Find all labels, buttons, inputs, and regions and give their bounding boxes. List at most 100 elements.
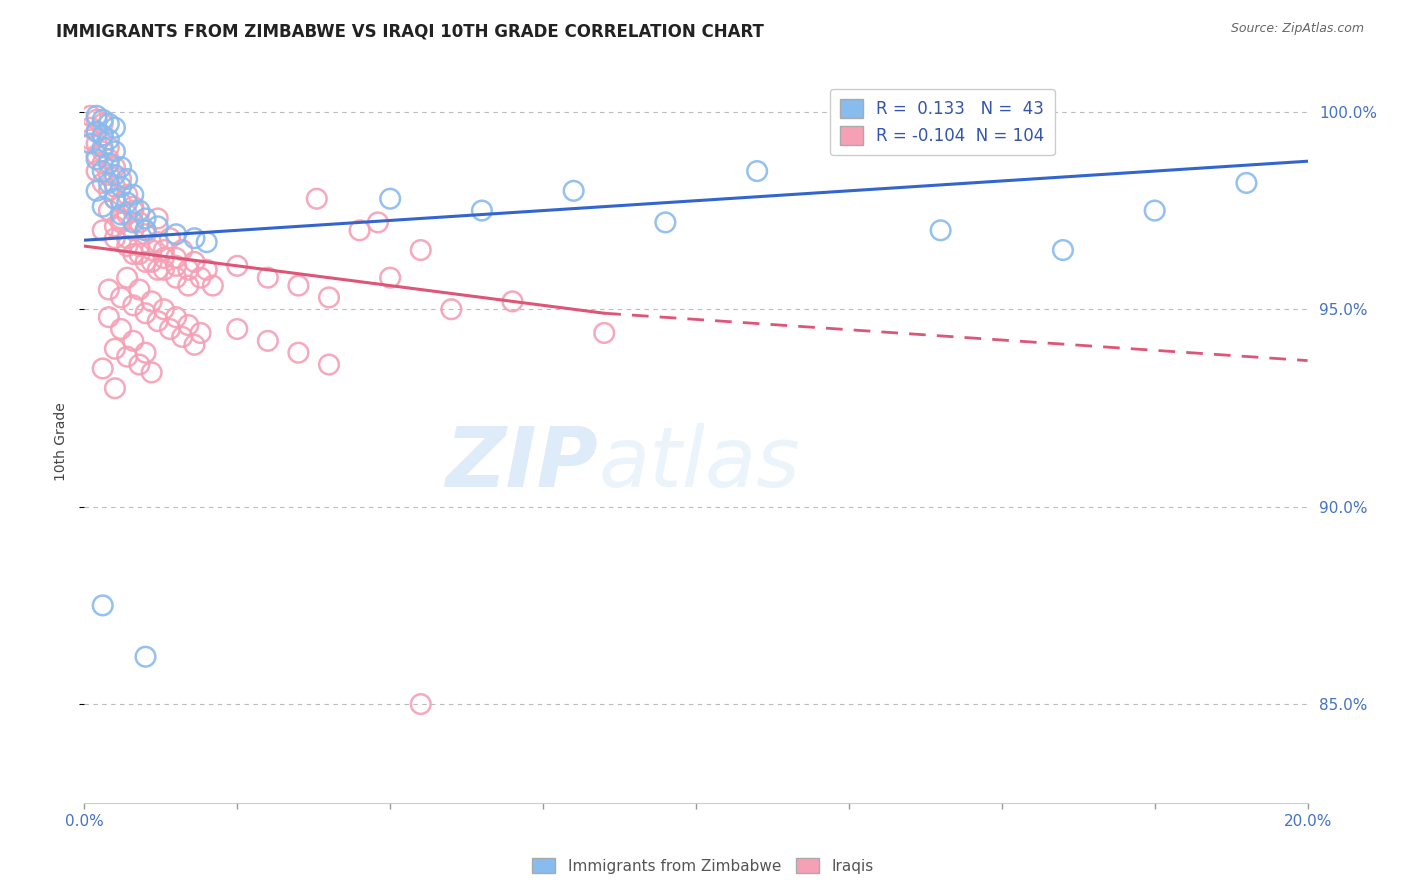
Point: [380, 270, 402, 285]
Point: [91, 145, 114, 159]
Point: [593, 326, 616, 340]
Point: [97, 156, 120, 170]
Point: [471, 203, 494, 218]
Point: [183, 231, 205, 245]
Point: [122, 223, 145, 237]
Point: [86, 148, 108, 162]
Point: [122, 247, 145, 261]
Point: [159, 231, 181, 245]
Point: [190, 326, 212, 340]
Point: [128, 358, 150, 372]
Point: [135, 649, 157, 664]
Point: [104, 381, 127, 395]
Point: [190, 270, 212, 285]
Point: [91, 128, 114, 143]
Point: [201, 278, 224, 293]
Point: [367, 215, 389, 229]
Point: [110, 215, 132, 229]
Point: [86, 136, 108, 151]
Point: [104, 192, 127, 206]
Point: [257, 270, 280, 285]
Point: [141, 255, 163, 269]
Point: [104, 160, 127, 174]
Point: [128, 203, 150, 218]
Point: [135, 255, 157, 269]
Point: [153, 243, 176, 257]
Point: [97, 140, 120, 154]
Point: [97, 184, 120, 198]
Point: [110, 290, 132, 304]
Point: [318, 290, 340, 304]
Point: [287, 278, 309, 293]
Point: [91, 200, 114, 214]
Point: [91, 117, 114, 131]
Point: [86, 112, 108, 127]
Legend: Immigrants from Zimbabwe, Iraqis: Immigrants from Zimbabwe, Iraqis: [526, 852, 880, 880]
Point: [305, 192, 328, 206]
Point: [110, 207, 132, 221]
Legend: R =  0.133   N =  43, R = -0.104  N = 104: R = 0.133 N = 43, R = -0.104 N = 104: [830, 88, 1054, 155]
Point: [91, 361, 114, 376]
Point: [318, 358, 340, 372]
Point: [747, 164, 769, 178]
Point: [122, 200, 145, 214]
Point: [1143, 203, 1166, 218]
Point: [91, 223, 114, 237]
Point: [128, 239, 150, 253]
Point: [141, 243, 163, 257]
Point: [287, 345, 309, 359]
Point: [110, 180, 132, 194]
Point: [115, 231, 138, 245]
Point: [177, 278, 200, 293]
Point: [104, 231, 127, 245]
Point: [122, 187, 145, 202]
Point: [257, 334, 280, 348]
Point: [104, 145, 127, 159]
Text: ZIP: ZIP: [446, 423, 598, 504]
Point: [146, 211, 169, 226]
Point: [654, 215, 676, 229]
Point: [110, 211, 132, 226]
Point: [409, 243, 432, 257]
Point: [135, 227, 157, 242]
Point: [91, 599, 114, 613]
Point: [91, 176, 114, 190]
Point: [1052, 243, 1074, 257]
Point: [135, 306, 157, 320]
Point: [177, 262, 200, 277]
Point: [110, 160, 132, 174]
Point: [79, 120, 101, 135]
Point: [104, 219, 127, 234]
Point: [86, 109, 108, 123]
Point: [165, 270, 187, 285]
Point: [97, 310, 120, 325]
Point: [146, 314, 169, 328]
Point: [79, 136, 101, 151]
Point: [91, 128, 114, 143]
Point: [97, 153, 120, 167]
Point: [135, 211, 157, 226]
Point: [97, 283, 120, 297]
Point: [409, 697, 432, 711]
Point: [104, 168, 127, 182]
Point: [183, 255, 205, 269]
Point: [226, 322, 249, 336]
Text: atlas: atlas: [598, 423, 800, 504]
Point: [97, 117, 120, 131]
Point: [110, 322, 132, 336]
Point: [91, 156, 114, 170]
Point: [349, 223, 371, 237]
Point: [97, 203, 120, 218]
Point: [115, 270, 138, 285]
Point: [195, 262, 218, 277]
Point: [86, 164, 108, 178]
Point: [91, 164, 114, 178]
Point: [104, 342, 127, 356]
Point: [165, 227, 187, 242]
Point: [122, 334, 145, 348]
Point: [115, 239, 138, 253]
Point: [153, 262, 176, 277]
Point: [115, 195, 138, 210]
Point: [502, 294, 524, 309]
Point: [128, 215, 150, 229]
